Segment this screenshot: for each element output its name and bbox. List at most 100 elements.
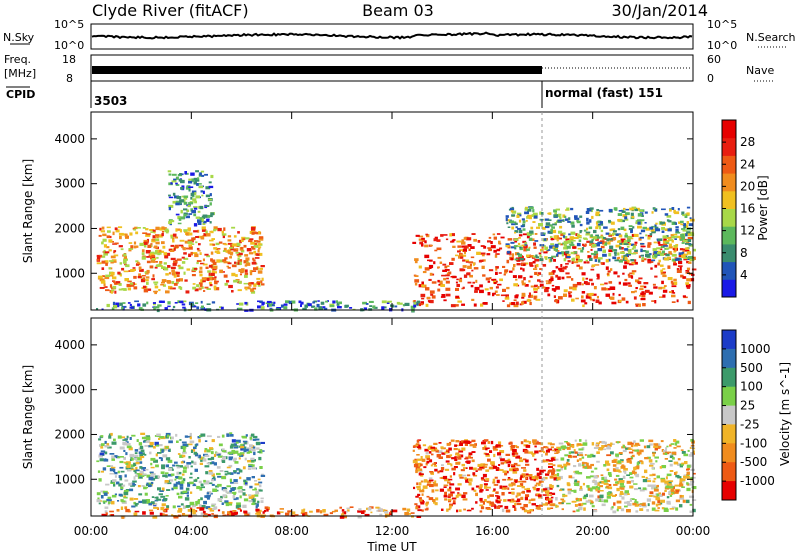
velocity-cell [580, 503, 584, 506]
power-cell [639, 232, 642, 235]
power-cell [163, 262, 167, 265]
power-cell [462, 254, 467, 257]
power-cell [512, 275, 517, 278]
power-cell [618, 218, 623, 223]
velocity-cell [629, 498, 632, 502]
velocity-cell [690, 480, 695, 483]
power-cell [597, 257, 603, 260]
velocity-cell [673, 447, 677, 449]
velocity-cell [117, 470, 120, 474]
velocity-cell [604, 441, 607, 445]
power-cell [154, 285, 159, 289]
velocity-cell [619, 459, 624, 461]
velocity-cell [182, 478, 186, 482]
velocity-cell [581, 456, 585, 459]
velocity-cell [527, 474, 533, 477]
velocity-cell [664, 480, 669, 484]
power-cell [579, 223, 583, 227]
velocity-cell [287, 510, 293, 513]
velocity-cell [243, 510, 247, 513]
velocity-cell [633, 466, 637, 471]
power-cell [152, 235, 156, 239]
velocity-cell [523, 458, 527, 461]
velocity-cell [561, 502, 564, 504]
velocity-cell [591, 442, 595, 446]
power-cell [517, 212, 522, 216]
power-cell [523, 263, 526, 266]
power-cell [188, 188, 191, 192]
velocity-cell [415, 506, 419, 510]
power-cell [601, 287, 607, 291]
power-cell [421, 281, 424, 285]
velocity-cell [630, 444, 634, 448]
velocity-cell [416, 482, 419, 486]
power-cell [565, 250, 570, 254]
power-cell [162, 245, 166, 249]
power-cell [180, 179, 185, 184]
velocity-cell [211, 513, 214, 515]
velocity-cell [212, 508, 216, 510]
velocity-data [96, 432, 697, 519]
power-cell [588, 226, 593, 230]
power-cell [496, 233, 501, 235]
velocity-cell [455, 453, 460, 456]
power-cell [194, 200, 197, 204]
velocity-cell [165, 457, 171, 461]
power-cell [678, 254, 682, 258]
power-cell [391, 304, 395, 308]
power-cell [245, 262, 251, 266]
power-cell [689, 218, 695, 222]
nave-tick-high: 60 [707, 53, 721, 66]
velocity-cell [141, 467, 146, 470]
power-cell [153, 306, 156, 310]
velocity-cell [644, 457, 649, 460]
velocity-cell [217, 475, 222, 478]
velocity-cell [126, 464, 131, 468]
velocity-cell [303, 511, 308, 516]
power-cell [598, 224, 601, 228]
power-cell [146, 256, 150, 258]
velocity-cell [663, 449, 667, 452]
power-cell [681, 236, 685, 240]
velocity-colorbar-segment [722, 443, 736, 463]
velocity-cell [428, 459, 433, 463]
velocity-cell [419, 489, 425, 493]
velocity-cell [615, 474, 620, 477]
velocity-cell [615, 481, 619, 484]
velocity-cell [481, 441, 486, 445]
power-cell [471, 269, 474, 272]
velocity-cell [674, 472, 677, 475]
velocity-cell [513, 452, 519, 455]
velocity-cell [502, 485, 508, 488]
velocity-cell [515, 455, 521, 459]
velocity-cell [629, 476, 634, 479]
power-cell [200, 262, 205, 265]
power-cell [440, 284, 445, 287]
velocity-cell [654, 456, 659, 459]
power-cell [201, 226, 206, 230]
power-cell [475, 279, 478, 283]
velocity-cell [481, 478, 485, 481]
velocity-cell [475, 470, 478, 472]
power-cell [413, 300, 416, 302]
velocity-cell [154, 475, 159, 479]
velocity-cell [145, 483, 149, 486]
power-cell [510, 210, 514, 213]
velocity-cell [190, 449, 193, 453]
power-cell [559, 216, 562, 220]
power-cell [651, 231, 656, 234]
power-cell [675, 229, 679, 233]
power-cell [137, 303, 141, 307]
velocity-cell [661, 465, 666, 469]
power-cell [128, 242, 133, 244]
power-cell [176, 274, 180, 277]
power-cell [675, 232, 681, 234]
velocity-cell [248, 451, 253, 454]
velocity-cell [456, 456, 459, 459]
power-cell [251, 232, 255, 235]
power-cell [622, 214, 628, 218]
velocity-cell [189, 501, 195, 506]
velocity-cell [634, 499, 637, 503]
velocity-cell [572, 445, 575, 449]
velocity-cell [479, 466, 484, 469]
